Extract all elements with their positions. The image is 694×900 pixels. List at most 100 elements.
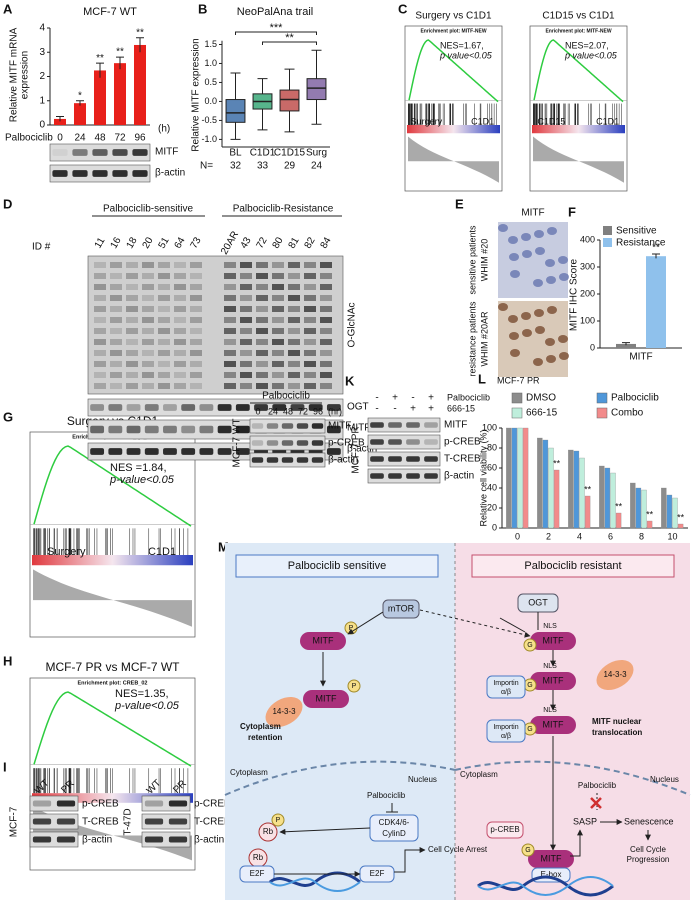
cell-line: MCF-7 WT [232,419,243,468]
bar [134,44,146,125]
gsea-title: C1D15 vs C1D1 [542,11,615,22]
blot-band [272,284,284,290]
blot-band [256,328,268,334]
x-tick-label: MITF [629,352,652,363]
blot-band [288,273,300,279]
y-tick-label: 100 [482,422,497,432]
nuclear-envelope [224,760,456,796]
treatment-label: Palbociclib [262,391,310,402]
panel-letter: F [568,204,576,219]
blot-band [190,328,202,334]
legend-label: Combo [611,408,644,419]
blot-label: MITF [444,420,467,431]
y-axis-title: Relative cell viability (%) [478,429,488,526]
ranking-metric [408,136,499,183]
blot-band [406,439,420,445]
blot-band [320,372,332,378]
blot-band [158,273,170,279]
importin-label: Importin [493,680,518,687]
blot-band [272,306,284,312]
blot-band [235,425,250,434]
sample-id: 80 [271,235,286,251]
blot-band [224,328,236,334]
blot-band [142,361,154,367]
blot-band [304,350,316,356]
blot-band [126,339,138,345]
blot-band [181,425,196,434]
y-tick-label: 0 [590,342,595,352]
blot-band [388,422,402,428]
blot-band [320,295,332,301]
modification [521,843,535,857]
importin-label: Importin [493,724,518,731]
modification-label: P [276,817,281,824]
blot-band [92,170,108,177]
blot-band [190,361,202,367]
bar [646,256,666,348]
panel-letter: L [478,371,486,386]
blot-band [272,273,284,279]
blot-band [304,372,316,378]
rank-gradient [532,125,625,134]
blot-band [281,457,294,463]
x-tick-label: 4 [577,531,582,541]
blot-label: β-actin [444,471,474,482]
bar [573,450,580,529]
gsea-group: C1D1 [596,116,619,126]
mitf-label: MITF [543,719,564,729]
blot-band [158,262,170,268]
nucleus-stain [508,236,518,244]
bar [672,497,678,529]
rb [258,822,278,842]
n-value: 29 [284,161,296,172]
blot-band [132,170,148,177]
legend-label: Sensitive [616,226,657,237]
blot-band [272,262,284,268]
outcome-label: Progression [627,855,670,864]
significance: ** [553,458,561,468]
dna [269,877,361,892]
nucleus-stain [522,329,532,337]
blot-band [126,273,138,279]
blot-band [181,404,196,411]
mitf-label: MITF [313,635,334,645]
blot-band [296,423,309,429]
y-tick-label: 40 [487,482,497,492]
legend-swatch [603,238,612,247]
gsea-group: C1D15 [537,116,565,126]
blot-band [110,306,122,312]
significance: ** [615,501,623,511]
blot [29,813,79,830]
significance: ** [116,47,124,58]
nucleus-stain [521,233,531,241]
blot-band [304,306,316,312]
blot-band [126,328,138,334]
bar [553,469,560,529]
blot-band [304,317,316,323]
box [225,99,246,123]
drug-label: Palbociclib [578,781,617,790]
blot-band [108,448,123,455]
nucleus-stain [546,276,556,284]
sample-id: 82 [303,235,318,251]
blot-band [126,350,138,356]
sample-id: 81 [287,235,302,251]
blot-band [110,262,122,268]
blot-band [217,425,232,434]
blot-band [142,295,154,301]
blot-band [288,284,300,290]
sample-id: 64 [173,235,188,251]
blot-band [240,383,252,389]
blot-band [240,350,252,356]
blot-band [199,404,214,411]
y-axis-title: Relative MITF mRNA [9,27,20,122]
blot-band [142,383,154,389]
modification-label: P [349,625,354,632]
modification-label: P [352,683,357,690]
gsea-stats: p value<0.05 [564,50,618,60]
blot-band [190,284,202,290]
blot-band [424,456,438,462]
blot-band [144,448,159,455]
bracket [235,31,317,35]
blot-band [158,339,170,345]
